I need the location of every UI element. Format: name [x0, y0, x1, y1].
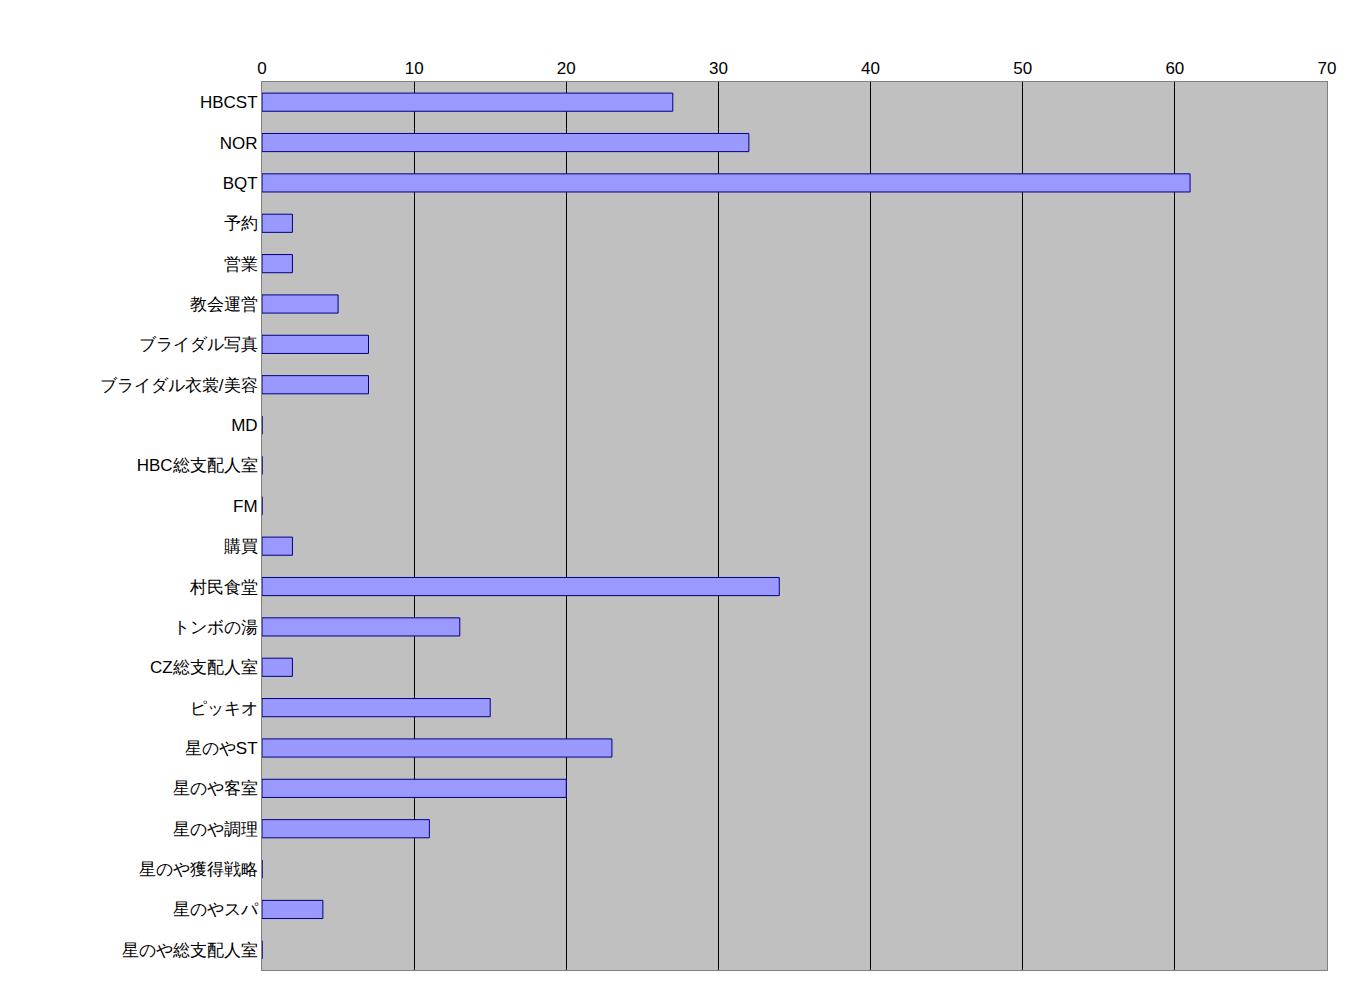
- svg-text:HBC総支配人室: HBC総支配人室: [137, 456, 258, 475]
- svg-text:星のや客室: 星のや客室: [173, 779, 258, 798]
- svg-text:星のや調理: 星のや調理: [173, 820, 258, 839]
- svg-text:FM: FM: [233, 497, 258, 516]
- svg-text:星のや総支配人室: 星のや総支配人室: [122, 941, 258, 960]
- svg-text:MD: MD: [231, 416, 257, 435]
- svg-text:教会運営: 教会運営: [190, 295, 258, 314]
- svg-text:BQT: BQT: [223, 174, 258, 193]
- svg-text:40: 40: [861, 59, 880, 78]
- svg-text:70: 70: [1318, 59, 1337, 78]
- svg-text:購買: 購買: [224, 537, 258, 556]
- svg-text:星のやスパ: 星のやスパ: [173, 900, 259, 919]
- svg-text:ブライダル衣裳/美容: ブライダル衣裳/美容: [100, 376, 258, 395]
- svg-text:0: 0: [257, 59, 266, 78]
- svg-text:営業: 営業: [224, 255, 258, 274]
- svg-text:村民食堂: 村民食堂: [189, 578, 258, 597]
- svg-text:CZ総支配人室: CZ総支配人室: [150, 658, 258, 677]
- svg-text:HBCST: HBCST: [200, 93, 258, 112]
- svg-text:予約: 予約: [224, 214, 258, 233]
- svg-text:10: 10: [405, 59, 424, 78]
- svg-text:NOR: NOR: [220, 134, 258, 153]
- svg-text:50: 50: [1013, 59, 1032, 78]
- svg-text:ピッキオ: ピッキオ: [190, 699, 258, 718]
- svg-text:星のや獲得戦略: 星のや獲得戦略: [139, 860, 258, 879]
- svg-text:トンボの湯: トンボの湯: [173, 618, 258, 637]
- svg-text:ブライダル写真: ブライダル写真: [139, 335, 258, 354]
- svg-text:星のやST: 星のやST: [185, 739, 258, 758]
- svg-text:30: 30: [709, 59, 728, 78]
- svg-text:20: 20: [557, 59, 576, 78]
- svg-text:60: 60: [1165, 59, 1184, 78]
